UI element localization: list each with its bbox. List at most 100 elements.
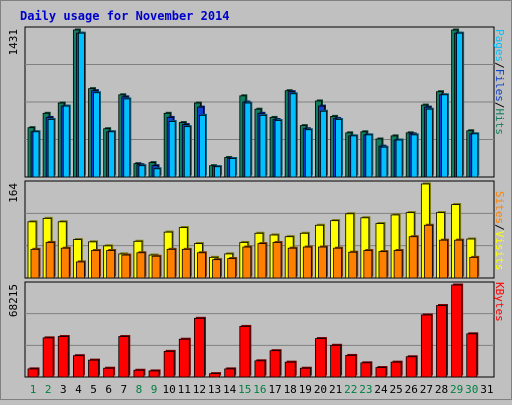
x-tick-label: 21	[329, 383, 342, 396]
sites-bar	[423, 224, 433, 279]
pages-bar	[62, 105, 70, 178]
hits-files-pages-panel: 1431 Pages/Files/Hits	[7, 26, 506, 178]
y-max-label: 164	[7, 183, 20, 203]
sites-bar	[454, 239, 464, 279]
legend-pages: Pages	[493, 29, 506, 62]
sites-bar	[166, 248, 176, 279]
x-tick-label: 15	[238, 383, 251, 396]
sites-bar	[212, 259, 221, 279]
sites-bar	[60, 247, 70, 279]
x-tick-label: 30	[465, 383, 478, 396]
kbytes-bar	[239, 326, 251, 378]
legend-files: Files	[493, 69, 506, 102]
pages-bar	[229, 158, 237, 178]
sites-bar	[242, 246, 252, 279]
pages-bar	[380, 146, 388, 178]
chart-title: Daily usage for November 2014	[20, 9, 230, 23]
x-tick-label: 4	[75, 383, 82, 396]
visits-sites-panel: 164 Sites/Visits	[7, 180, 506, 279]
sites-bar	[272, 242, 282, 279]
x-tick-label: 20	[314, 383, 327, 396]
hits-files-pages-legend: Pages/Files/Hits	[493, 29, 506, 135]
sites-bar	[257, 243, 267, 279]
x-tick-label: 16	[253, 383, 266, 396]
sites-bar	[30, 248, 40, 279]
x-tick-label: 3	[60, 383, 67, 396]
kbytes-bar	[72, 355, 84, 378]
kbytes-bar	[27, 368, 39, 378]
x-tick-label: 8	[136, 383, 143, 396]
x-tick-label: 13	[208, 383, 221, 396]
kbytes-bar	[269, 350, 281, 378]
kbytes-bar	[420, 314, 432, 378]
kbytes-bar	[360, 362, 372, 378]
legend-sep1: /	[493, 62, 506, 69]
sites-bar	[363, 250, 373, 279]
pages-bar	[410, 134, 418, 178]
kbytes-bar	[163, 350, 175, 378]
sites-bar	[393, 250, 403, 279]
pages-bar	[168, 121, 176, 178]
x-tick-label: 19	[299, 383, 312, 396]
kbytes-bar	[330, 344, 341, 378]
sites-bar	[181, 248, 191, 279]
pages-bar	[77, 32, 85, 178]
kbytes-bar	[254, 360, 266, 378]
pages-bar	[32, 131, 40, 178]
pages-bar	[199, 114, 206, 178]
pages-bar	[244, 102, 252, 178]
x-tick-label: 28	[435, 383, 448, 396]
kbytes-bar	[42, 337, 54, 378]
kbytes-bar	[224, 368, 236, 378]
pages-bar	[183, 126, 191, 178]
pages-bar	[47, 119, 55, 178]
legend-sep: /	[493, 224, 506, 231]
pages-bar	[289, 93, 297, 178]
sites-bar	[45, 242, 55, 279]
kbytes-panel: 68215 KBytes	[7, 281, 506, 378]
x-tick-label: 9	[151, 383, 158, 396]
pages-bar	[365, 134, 373, 178]
legend-kbytes: KBytes	[493, 282, 506, 322]
pages-bar	[395, 139, 403, 178]
x-tick-label: 11	[178, 383, 191, 396]
pages-bar	[441, 94, 448, 178]
kbytes-bar	[178, 338, 190, 378]
pages-bar	[320, 110, 327, 178]
visits-sites-legend: Sites/Visits	[493, 191, 506, 271]
kbytes-bar	[315, 338, 326, 378]
kbytes-bar	[466, 333, 478, 378]
kbytes-bar	[436, 305, 447, 378]
x-tick-label: 31	[480, 383, 493, 396]
y-max-label: 1431	[7, 29, 20, 56]
pages-bar	[350, 135, 358, 178]
kbytes-bar	[284, 361, 296, 378]
kbytes-bar	[118, 336, 130, 378]
kbytes-bar	[345, 355, 357, 378]
x-tick-label: 2	[45, 383, 52, 396]
pages-bar	[259, 114, 267, 178]
kbytes-bar	[375, 367, 387, 378]
kbytes-bar	[103, 367, 115, 378]
kbytes-bar	[133, 369, 145, 378]
sites-bar	[227, 258, 237, 279]
pages-bar	[274, 120, 282, 178]
kbytes-bar	[405, 356, 417, 378]
legend-sites: Sites	[493, 191, 506, 224]
sites-bar	[151, 255, 161, 279]
sites-bar	[348, 251, 358, 279]
kbytes-bar	[194, 317, 205, 378]
x-tick-label: 25	[389, 383, 402, 396]
sites-bar	[318, 246, 327, 279]
sites-bar	[121, 254, 131, 279]
legend-hits: Hits	[493, 109, 506, 136]
pages-bar	[153, 168, 161, 178]
pages-bar	[214, 166, 221, 178]
kbytes-bar	[390, 361, 402, 378]
x-tick-label: 27	[420, 383, 433, 396]
kbytes-bar	[57, 336, 69, 378]
pages-bar	[425, 108, 433, 178]
sites-bar	[287, 247, 297, 279]
